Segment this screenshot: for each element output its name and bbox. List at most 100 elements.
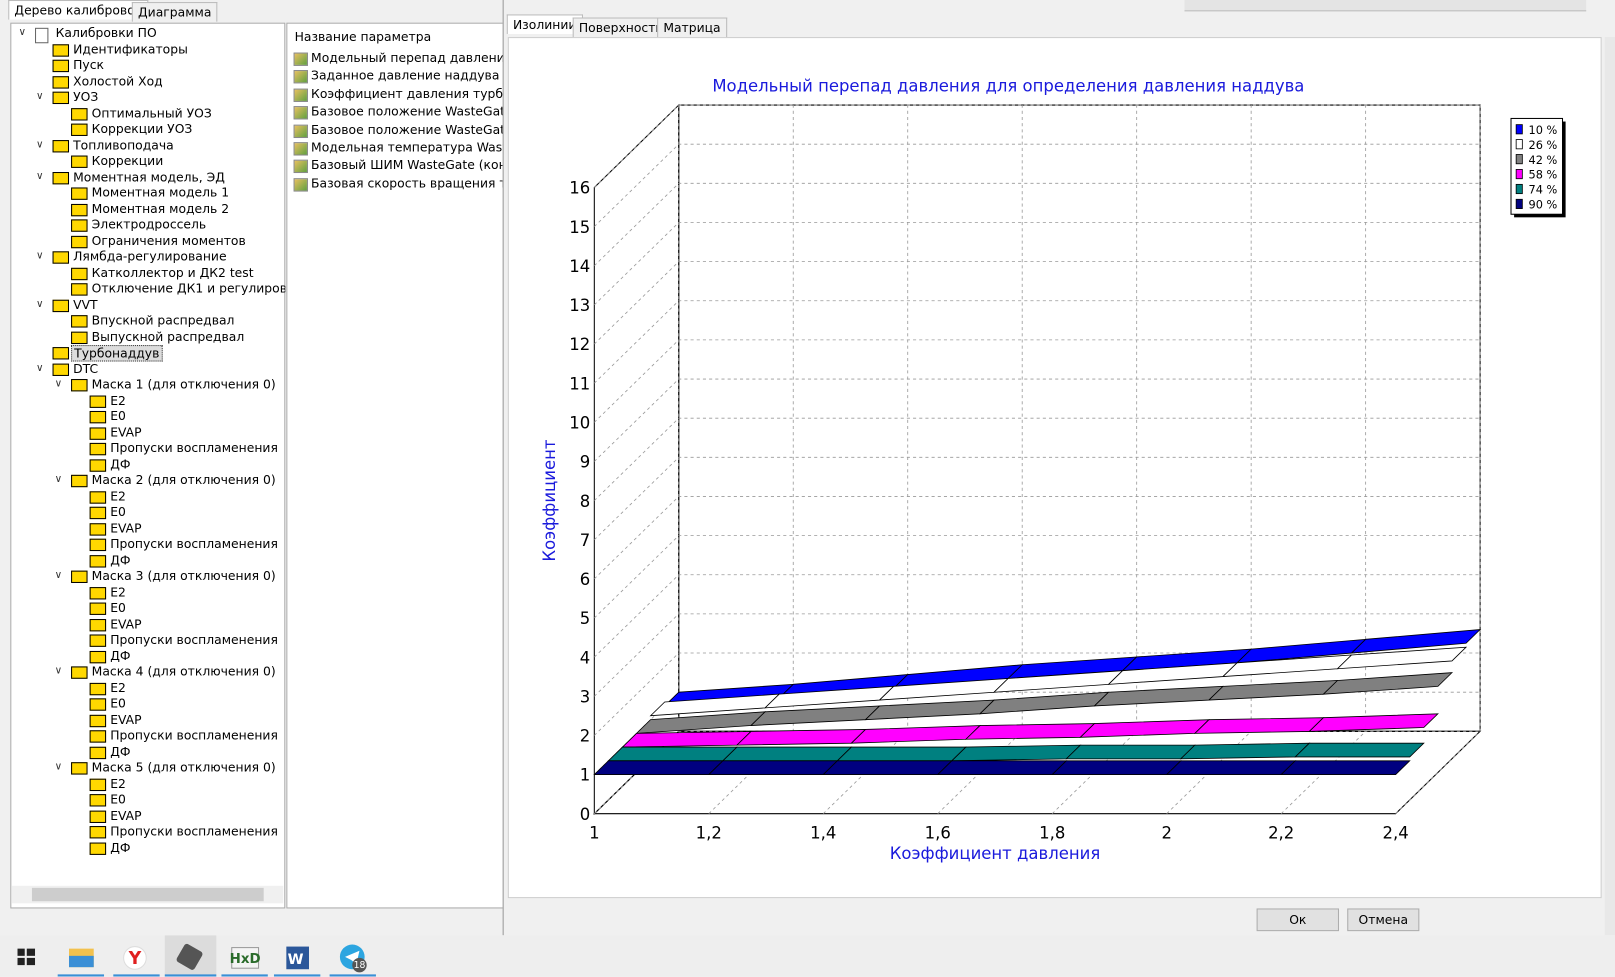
ribbon-segment bbox=[1280, 760, 1411, 775]
app-icon[interactable] bbox=[164, 935, 217, 977]
tree-item[interactable]: Холостой Ход bbox=[73, 73, 163, 89]
h-scrollbar[interactable] bbox=[11, 885, 284, 904]
tree-tab[interactable]: Дерево калибровок bbox=[8, 0, 149, 20]
tree-item[interactable]: Идентификаторы bbox=[73, 41, 188, 57]
doc-icon bbox=[35, 27, 49, 44]
tree-item[interactable]: Маска 1 (для отключения 0) bbox=[91, 376, 276, 392]
tree-tab[interactable]: Диаграмма bbox=[131, 2, 218, 22]
start-button[interactable] bbox=[17, 948, 36, 966]
tree-item[interactable]: E2 bbox=[110, 584, 126, 599]
folder-icon bbox=[89, 842, 107, 855]
tree-item[interactable]: Маска 4 (для отключения 0) bbox=[91, 664, 276, 679]
legend-label: 74 % bbox=[1529, 183, 1558, 197]
tree-item[interactable]: Пропуски воспламенения bbox=[110, 632, 278, 647]
tree-item[interactable]: Катколлектор и ДК2 test bbox=[91, 265, 254, 280]
tree-item[interactable]: E2 bbox=[110, 392, 126, 408]
tree-item[interactable]: EVAP bbox=[110, 424, 142, 440]
folder-icon bbox=[89, 586, 107, 599]
param-icon bbox=[293, 88, 308, 102]
tree-item[interactable]: ДФ bbox=[110, 456, 131, 472]
tree-item[interactable]: Ограничения моментов bbox=[91, 233, 246, 248]
browser-icon[interactable]: Y bbox=[113, 946, 160, 977]
tree-item[interactable]: E0 bbox=[110, 696, 126, 711]
tree-item[interactable]: Пуск bbox=[73, 57, 105, 73]
tree-item[interactable]: Пропуски воспламенения bbox=[110, 440, 278, 456]
tree-item[interactable]: Пропуски воспламенения bbox=[110, 728, 278, 743]
param-item[interactable]: Коэффициент давления турбины bbox=[311, 86, 503, 101]
ribbon-segment bbox=[621, 730, 753, 748]
tree-item[interactable]: Маска 2 (для отключения 0) bbox=[91, 472, 276, 488]
tree-item[interactable]: VVT bbox=[73, 297, 98, 312]
dialog-tab[interactable]: Матрица bbox=[657, 17, 727, 38]
ribbon-segment bbox=[836, 746, 967, 762]
folder-icon bbox=[52, 299, 70, 312]
tree-item[interactable]: E2 bbox=[110, 680, 126, 695]
legend-label: 10 % bbox=[1529, 123, 1558, 137]
param-panel bbox=[286, 22, 510, 909]
tree-item[interactable]: E2 bbox=[110, 776, 126, 791]
tree-item[interactable]: Электродроссель bbox=[91, 217, 207, 232]
x-tick-label: 2,2 bbox=[1268, 823, 1294, 842]
tree-item[interactable]: EVAP bbox=[110, 520, 142, 536]
expand-arrow: ∨ bbox=[18, 26, 27, 39]
ribbon-segment bbox=[1322, 672, 1454, 695]
param-item[interactable]: Модельная температура WasteGa bbox=[311, 140, 503, 155]
telegram-icon[interactable]: 18 bbox=[329, 944, 376, 977]
tree-item[interactable]: E0 bbox=[110, 408, 126, 424]
tree-item[interactable]: ДФ bbox=[110, 744, 131, 759]
legend-box bbox=[1510, 117, 1564, 215]
ribbon-segment bbox=[1165, 760, 1297, 775]
tree-item[interactable]: E0 bbox=[110, 504, 126, 520]
cancel-button[interactable]: Отмена bbox=[1347, 908, 1420, 932]
folder-icon bbox=[52, 91, 70, 105]
tree-item[interactable]: E2 bbox=[110, 488, 126, 504]
tree-item[interactable]: Топливоподача bbox=[73, 137, 174, 152]
tree-panel bbox=[10, 22, 286, 909]
tree-item[interactable]: Отключение ДК1 и регулировани bbox=[91, 281, 286, 296]
tree-item[interactable]: УОЗ bbox=[73, 89, 99, 105]
param-item[interactable]: Базовое положение WasteGate 2 bbox=[311, 104, 503, 119]
folder-icon bbox=[71, 203, 88, 216]
x-tick-label: 2,4 bbox=[1383, 823, 1409, 842]
tree-item[interactable]: Оптимальный УОЗ bbox=[91, 105, 212, 120]
y-tick-label: 2 bbox=[580, 727, 590, 746]
tree-item[interactable]: Коррекции bbox=[91, 153, 164, 168]
tree-item[interactable]: Выпускной распредвал bbox=[91, 329, 245, 344]
tree-item[interactable]: Лямбда-регулирование bbox=[73, 249, 227, 264]
tree-item[interactable]: Пропуски воспламенения bbox=[110, 824, 278, 839]
tree-item[interactable]: Коррекции УОЗ bbox=[91, 121, 193, 136]
expand-arrow: ∨ bbox=[36, 138, 44, 150]
param-item[interactable]: Модельный перепад давления дл bbox=[311, 50, 503, 65]
tree-item[interactable]: ДФ bbox=[110, 839, 131, 855]
tree-item[interactable]: EVAP bbox=[110, 616, 142, 631]
param-item[interactable]: Базовая скорость вращения турбо bbox=[311, 175, 503, 191]
ok-button[interactable]: Ок bbox=[1256, 908, 1339, 932]
dialog-tab[interactable]: Изолинии bbox=[506, 14, 583, 34]
tree-item[interactable]: Турбонаддув bbox=[71, 345, 163, 362]
tree-item[interactable]: Маска 5 (для отключения 0) bbox=[91, 760, 276, 775]
tree-item[interactable]: EVAP bbox=[110, 808, 142, 823]
explorer-icon[interactable] bbox=[57, 948, 105, 977]
tree-item[interactable]: Калибровки ПО bbox=[55, 25, 157, 41]
tree-item[interactable]: Маска 3 (для отключения 0) bbox=[91, 568, 276, 583]
tree-item[interactable]: E0 bbox=[110, 600, 126, 615]
tree-item[interactable]: DTC bbox=[73, 361, 99, 376]
param-item[interactable]: Заданное давление наддува пере bbox=[311, 68, 503, 83]
hex-editor-icon[interactable]: HxD bbox=[221, 947, 268, 977]
tree-item[interactable]: Моментная модель, ЭД bbox=[73, 169, 225, 184]
tree-item[interactable]: Моментная модель 1 bbox=[91, 185, 230, 200]
tree-item[interactable]: Впускной распредвал bbox=[91, 313, 235, 328]
x-tick-label: 1 bbox=[589, 823, 599, 842]
tree-item[interactable]: Моментная модель 2 bbox=[91, 201, 230, 216]
tree-item[interactable]: Пропуски воспламенения bbox=[110, 536, 278, 552]
dialog-tab[interactable]: Поверхность bbox=[572, 17, 669, 38]
param-item[interactable]: Базовый ШИМ WasteGate (контур bbox=[311, 157, 503, 173]
word-icon[interactable]: W bbox=[273, 946, 321, 977]
tree-item[interactable]: ДФ bbox=[110, 648, 131, 663]
param-item[interactable]: Базовое положение WasteGate 1 bbox=[311, 122, 503, 137]
tree-item[interactable]: E0 bbox=[110, 792, 126, 807]
badge: 18 bbox=[354, 960, 366, 971]
tree-item[interactable]: ДФ bbox=[110, 552, 131, 568]
tree-item[interactable]: EVAP bbox=[110, 712, 142, 727]
